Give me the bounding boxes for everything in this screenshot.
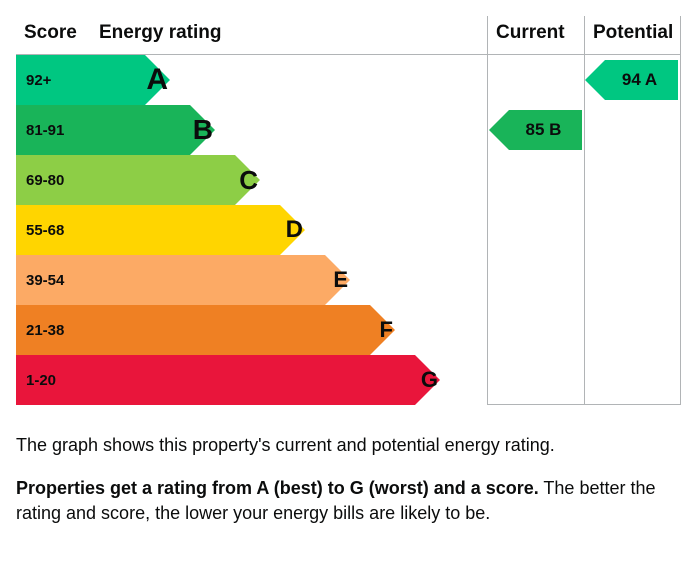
score-cell: 55-68 [16,205,91,255]
score-cell: 21-38 [16,305,91,355]
score-cell: 92+ [16,55,91,105]
current-cell [487,155,584,205]
rating-letter: A [146,63,168,97]
description: The graph shows this property's current … [16,433,681,527]
rating-bar-b: B [91,105,190,155]
bar-area: E [91,255,487,305]
rating-bar-c: C [91,155,235,205]
score-cell: 69-80 [16,155,91,205]
current-cell [487,55,584,105]
rating-letter: B [193,114,213,146]
header-rating: Energy rating [91,16,487,55]
rating-letter: F [380,317,393,343]
bar-area: D [91,205,487,255]
band-row-e: 39-54E [16,255,681,305]
caption-1: The graph shows this property's current … [16,433,681,458]
score-cell: 39-54 [16,255,91,305]
bar-area: A [91,55,487,105]
bar-area: B [91,105,487,155]
potential-cell [584,155,681,205]
potential-cell [584,355,681,405]
band-row-a: 92+A94 A [16,55,681,105]
rating-bar-a: A [91,55,145,105]
potential-cell [584,205,681,255]
rating-bar-g: G [91,355,415,405]
rating-letter: D [286,216,303,244]
current-cell [487,205,584,255]
rating-bar-f: F [91,305,370,355]
current-cell [487,355,584,405]
rating-bar-d: D [91,205,280,255]
band-row-g: 1-20G [16,355,681,405]
current-cell [487,305,584,355]
caption-2-bold: Properties get a rating from A (best) to… [16,478,539,498]
potential-cell [584,255,681,305]
caption-2: Properties get a rating from A (best) to… [16,476,681,526]
epc-chart: Score Energy rating Current Potential 92… [16,16,681,405]
potential-cell [584,305,681,355]
current-cell: 85 B [487,105,584,155]
score-cell: 1-20 [16,355,91,405]
band-row-c: 69-80C [16,155,681,205]
header-row: Score Energy rating Current Potential [16,16,681,55]
potential-tag: 94 A [605,60,678,100]
current-tag: 85 B [509,110,582,150]
bar-area: C [91,155,487,205]
header-current: Current [487,16,584,55]
rating-letter: C [239,165,258,196]
header-potential: Potential [584,16,681,55]
bar-area: F [91,305,487,355]
potential-cell: 94 A [584,55,681,105]
rating-letter: G [421,367,438,393]
rating-bar-e: E [91,255,325,305]
rating-letter: E [333,267,348,293]
band-row-f: 21-38F [16,305,681,355]
header-score: Score [16,16,91,55]
score-cell: 81-91 [16,105,91,155]
potential-cell [584,105,681,155]
bar-area: G [91,355,487,405]
current-cell [487,255,584,305]
band-row-b: 81-91B85 B [16,105,681,155]
band-row-d: 55-68D [16,205,681,255]
